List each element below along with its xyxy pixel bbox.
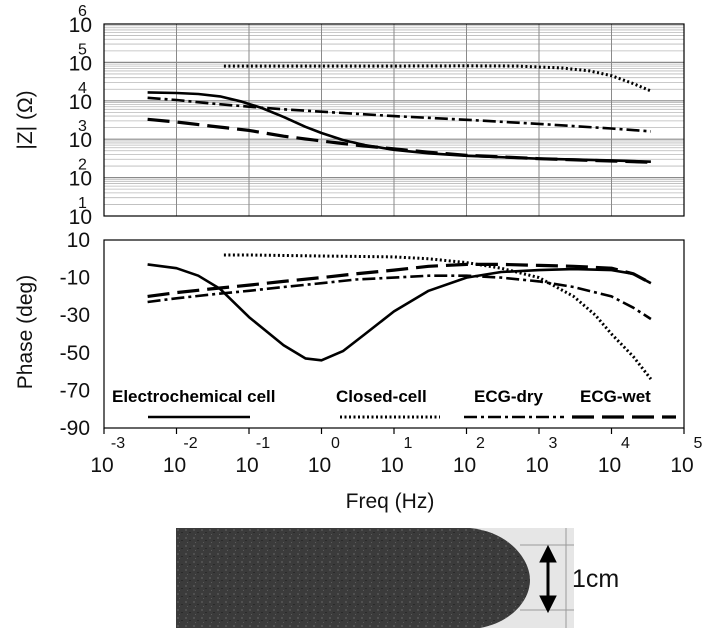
scale-label: 1cm <box>572 565 619 593</box>
legend-label-ecg-wet: ECG-wet <box>580 387 651 406</box>
impedance-y-tick-label: 10 <box>69 52 92 75</box>
x-tick-label: 10 <box>453 454 476 477</box>
electrode-disc <box>176 528 530 628</box>
impedance-y-axis-label: |Z| (Ω) <box>14 90 37 149</box>
impedance-y-tick-exponent: 3 <box>78 118 87 135</box>
phase-y-tick-label: -90 <box>60 417 90 440</box>
legend: Electrochemical cell Closed-cell ECG-dry EC… <box>108 386 676 419</box>
x-tick-label: 10 <box>235 454 258 477</box>
x-tick-label: 10 <box>308 454 331 477</box>
phase-y-tick-label: -50 <box>60 342 90 365</box>
x-tick-exponent: 1 <box>404 435 413 452</box>
impedance-y-tick-label: 10 <box>69 129 92 152</box>
impedance-y-tick-label: 10 <box>69 91 92 114</box>
phase-y-tick-label: 10 <box>67 229 90 252</box>
electrode-photo: 1cm <box>176 528 619 628</box>
x-tick-exponent: 2 <box>476 435 485 452</box>
impedance-y-tick-label: 10 <box>69 168 92 191</box>
legend-label-ecg-dry: ECG-dry <box>474 387 544 406</box>
phase-series-closed-cell <box>223 253 653 381</box>
impedance-series-ecg-wet <box>147 117 651 164</box>
impedance-y-tick-exponent: 5 <box>78 41 87 58</box>
impedance-y-tick-exponent: 1 <box>78 195 87 212</box>
x-tick-label: 10 <box>525 454 548 477</box>
impedance-series <box>147 64 652 164</box>
phase-y-tick-label: -10 <box>60 267 90 290</box>
phase-series <box>147 253 653 381</box>
phase-y-tick-labels: 10 -10 -30 -50 -70 -90 <box>60 229 90 440</box>
x-tick-label: 10 <box>598 454 621 477</box>
x-tick-exponent: -3 <box>111 435 125 452</box>
impedance-plot-frame <box>103 23 685 217</box>
phase-plot: 10-10-30-50-70-90 10-310-210-11001011021… <box>14 229 703 513</box>
x-tick-label: 10 <box>380 454 403 477</box>
legend-label-electrochemical-cell: Electrochemical cell <box>112 387 275 406</box>
impedance-y-tick-exponent: 2 <box>78 157 87 174</box>
legend-entry-background <box>470 386 564 408</box>
legend-entry-background <box>576 386 674 408</box>
x-tick-label: 10 <box>163 454 186 477</box>
x-tick-exponent: 0 <box>331 435 340 452</box>
impedance-y-tick-exponent: 4 <box>78 80 87 97</box>
impedance-series-ecg-dry <box>147 96 651 133</box>
x-tick-exponent: 4 <box>621 435 630 452</box>
impedance-y-tick-exponent: 6 <box>78 3 87 20</box>
impedance-y-tick-label: 10 <box>69 206 92 229</box>
legend-entry-background <box>332 386 444 408</box>
phase-y-tick-label: -70 <box>60 379 90 402</box>
x-tick-exponent: -1 <box>256 435 270 452</box>
x-tick-label: 10 <box>90 454 113 477</box>
phase-y-tick-label: -30 <box>60 304 90 327</box>
impedance-grid <box>104 24 684 216</box>
scale-arrow-icon <box>539 544 557 614</box>
impedance-series-closed-cell <box>223 64 652 93</box>
x-tick-exponent: 3 <box>549 435 558 452</box>
phase-series-electrochemical-cell <box>147 263 652 362</box>
impedance-y-tick-label: 10 <box>69 14 92 37</box>
x-tick-label: 10 <box>670 454 693 477</box>
legend-entry-background <box>108 386 320 408</box>
x-tick-exponent: 5 <box>694 435 703 452</box>
x-axis-label: Freq (Hz) <box>346 490 435 513</box>
phase-y-axis-label: Phase (deg) <box>14 275 37 389</box>
legend-label-closed-cell: Closed-cell <box>336 387 427 406</box>
phase-series-ecg-dry <box>147 274 652 321</box>
x-tick-exponent: -2 <box>183 435 197 452</box>
